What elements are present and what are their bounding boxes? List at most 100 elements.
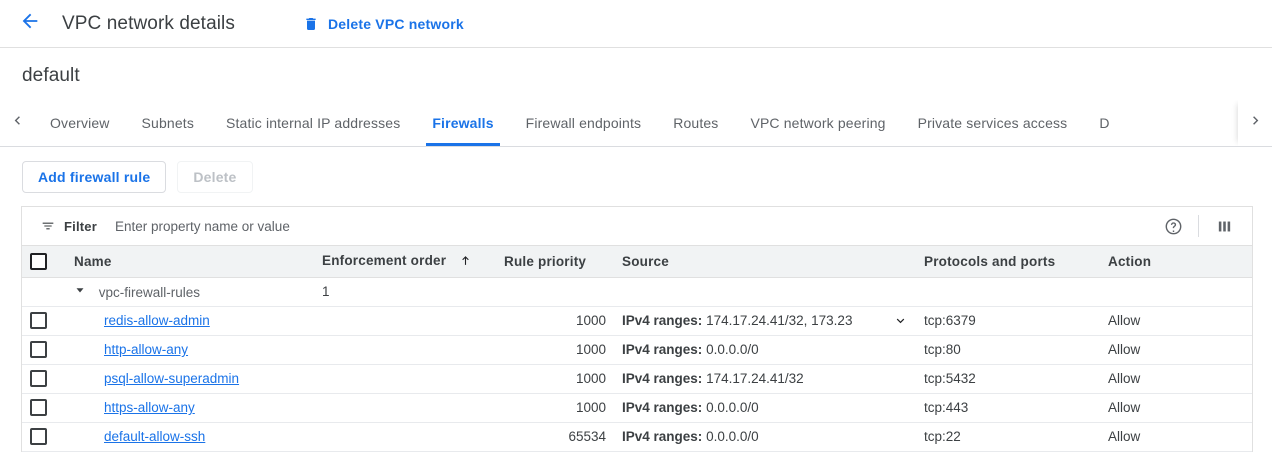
row-protocols-and-ports: tcp:80 bbox=[916, 335, 1100, 365]
column-header-action[interactable]: Action bbox=[1100, 246, 1252, 278]
row-checkbox[interactable] bbox=[30, 428, 47, 445]
row-rule-priority: 65534 bbox=[496, 422, 614, 452]
column-header-protocols-and-ports[interactable]: Protocols and ports bbox=[916, 246, 1100, 278]
tabs-scroll-left-button[interactable] bbox=[0, 100, 34, 146]
filter-icon[interactable] bbox=[40, 218, 56, 234]
tab-routes[interactable]: Routes bbox=[657, 100, 734, 146]
tabs-scroll-right-button[interactable] bbox=[1238, 100, 1272, 146]
tab-firewall-endpoints[interactable]: Firewall endpoints bbox=[510, 100, 658, 146]
tab-label: Subnets bbox=[141, 115, 194, 131]
table-row[interactable]: redis-allow-admin 1000 IPv4 ranges: 174.… bbox=[22, 306, 1252, 336]
row-checkbox[interactable] bbox=[30, 341, 47, 358]
source-value: 0.0.0.0/0 bbox=[706, 400, 759, 415]
firewall-rule-link[interactable]: psql-allow-superadmin bbox=[104, 371, 240, 386]
source-label: IPv4 ranges: bbox=[622, 400, 703, 415]
arrow-up-icon bbox=[459, 254, 472, 270]
table-row[interactable]: psql-allow-superadmin 1000 IPv4 ranges: … bbox=[22, 364, 1252, 394]
tab-overview[interactable]: Overview bbox=[34, 100, 126, 146]
page-title: VPC network details bbox=[62, 12, 235, 34]
column-header-rule-priority[interactable]: Rule priority bbox=[496, 246, 614, 278]
column-header-enforcement-order[interactable]: Enforcement order bbox=[314, 246, 496, 278]
source-value: 0.0.0.0/0 bbox=[706, 429, 759, 444]
source-value: 174.17.24.41/32, 173.23 bbox=[706, 313, 853, 328]
row-checkbox[interactable] bbox=[30, 370, 47, 387]
row-name-cell: https-allow-any bbox=[66, 393, 314, 423]
firewall-rules-table-card: Filter Name Enforcement order bbox=[21, 206, 1253, 452]
tab-subnets[interactable]: Subnets bbox=[126, 100, 210, 146]
table-row[interactable]: https-allow-any 1000 IPv4 ranges: 0.0.0.… bbox=[22, 393, 1252, 423]
row-protocols-and-ports: tcp:5432 bbox=[916, 364, 1100, 394]
row-enforcement-order bbox=[314, 306, 496, 336]
column-header-source[interactable]: Source bbox=[614, 246, 916, 278]
tab-private-services-access[interactable]: Private services access bbox=[902, 100, 1084, 146]
row-rule-priority: 1000 bbox=[496, 306, 614, 336]
chevron-left-icon bbox=[9, 112, 26, 134]
source-label: IPv4 ranges: bbox=[622, 429, 703, 444]
tab-static-internal-ip-addresses[interactable]: Static internal IP addresses bbox=[210, 100, 416, 146]
chevron-down-icon[interactable] bbox=[893, 313, 908, 328]
row-checkbox-cell bbox=[22, 393, 66, 423]
firewall-rule-link[interactable]: default-allow-ssh bbox=[104, 429, 206, 444]
group-action bbox=[1100, 277, 1252, 307]
top-bar: VPC network details Delete VPC network bbox=[0, 0, 1272, 48]
help-circle-icon[interactable] bbox=[1155, 208, 1191, 244]
table-header-row: Name Enforcement order Rule priority Sou… bbox=[22, 246, 1252, 278]
arrow-left-icon bbox=[19, 10, 41, 37]
group-source bbox=[614, 277, 916, 307]
firewall-rule-link[interactable]: redis-allow-admin bbox=[104, 313, 210, 328]
chevron-right-icon bbox=[1247, 112, 1264, 134]
tab-label: Routes bbox=[673, 115, 719, 131]
tab-label: Firewalls bbox=[432, 115, 494, 131]
toolbar-divider bbox=[1198, 215, 1199, 237]
row-checkbox[interactable] bbox=[30, 399, 47, 416]
tab-label: Private services access bbox=[917, 115, 1068, 131]
row-source: IPv4 ranges: 0.0.0.0/0 bbox=[614, 393, 916, 423]
column-header-label: Name bbox=[74, 253, 112, 269]
delete-vpc-network-button[interactable]: Delete VPC network bbox=[303, 16, 464, 32]
caret-down-icon[interactable] bbox=[74, 284, 86, 299]
row-protocols-and-ports: tcp:6379 bbox=[916, 306, 1100, 336]
tab-label: Overview bbox=[50, 115, 110, 131]
group-name: vpc-firewall-rules bbox=[98, 284, 201, 300]
table-group-row: vpc-firewall-rules 1 bbox=[22, 277, 1252, 307]
table-body: vpc-firewall-rules 1 redis-allow-admin 1… bbox=[22, 277, 1252, 452]
search-input[interactable] bbox=[112, 217, 1155, 235]
tab-label: Firewall endpoints bbox=[525, 115, 642, 131]
tab-vpc-network-peering[interactable]: VPC network peering bbox=[734, 100, 901, 146]
firewall-rules-table: Name Enforcement order Rule priority Sou… bbox=[22, 246, 1252, 452]
firewall-rule-link[interactable]: https-allow-any bbox=[104, 400, 195, 415]
select-all-checkbox[interactable] bbox=[30, 252, 47, 270]
row-checkbox-cell bbox=[22, 335, 66, 365]
row-rule-priority: 1000 bbox=[496, 364, 614, 394]
delete-button[interactable]: Delete bbox=[177, 161, 253, 193]
column-display-icon[interactable] bbox=[1206, 208, 1242, 244]
row-enforcement-order bbox=[314, 364, 496, 394]
back-button[interactable] bbox=[14, 8, 46, 40]
row-source: IPv4 ranges: 174.17.24.41/32 bbox=[614, 364, 916, 394]
source-label: IPv4 ranges: bbox=[622, 342, 703, 357]
row-name-cell: redis-allow-admin bbox=[66, 306, 314, 336]
source-value: 0.0.0.0/0 bbox=[706, 342, 759, 357]
column-header-label: Protocols and ports bbox=[924, 253, 1056, 269]
table-row[interactable]: default-allow-ssh 65534 IPv4 ranges: 0.0… bbox=[22, 422, 1252, 452]
filter-label: Filter bbox=[64, 218, 97, 234]
row-action: Allow bbox=[1100, 393, 1252, 423]
row-enforcement-order bbox=[314, 335, 496, 365]
row-enforcement-order bbox=[314, 422, 496, 452]
tab-truncated[interactable]: D bbox=[1083, 100, 1125, 146]
row-checkbox-cell bbox=[22, 306, 66, 336]
table-row[interactable]: http-allow-any 1000 IPv4 ranges: 0.0.0.0… bbox=[22, 335, 1252, 365]
column-header-name[interactable]: Name bbox=[66, 246, 314, 278]
column-header-label: Action bbox=[1108, 253, 1152, 269]
trash-icon bbox=[303, 16, 319, 32]
tab-firewalls[interactable]: Firewalls bbox=[416, 100, 509, 146]
row-protocols-and-ports: tcp:443 bbox=[916, 393, 1100, 423]
row-action: Allow bbox=[1100, 306, 1252, 336]
add-firewall-rule-button[interactable]: Add firewall rule bbox=[22, 161, 167, 193]
filter-tools bbox=[1155, 208, 1242, 244]
row-checkbox[interactable] bbox=[30, 312, 47, 329]
column-header-label: Enforcement order bbox=[322, 252, 447, 268]
row-name-cell: default-allow-ssh bbox=[66, 422, 314, 452]
row-enforcement-order bbox=[314, 393, 496, 423]
firewall-rule-link[interactable]: http-allow-any bbox=[104, 342, 189, 357]
